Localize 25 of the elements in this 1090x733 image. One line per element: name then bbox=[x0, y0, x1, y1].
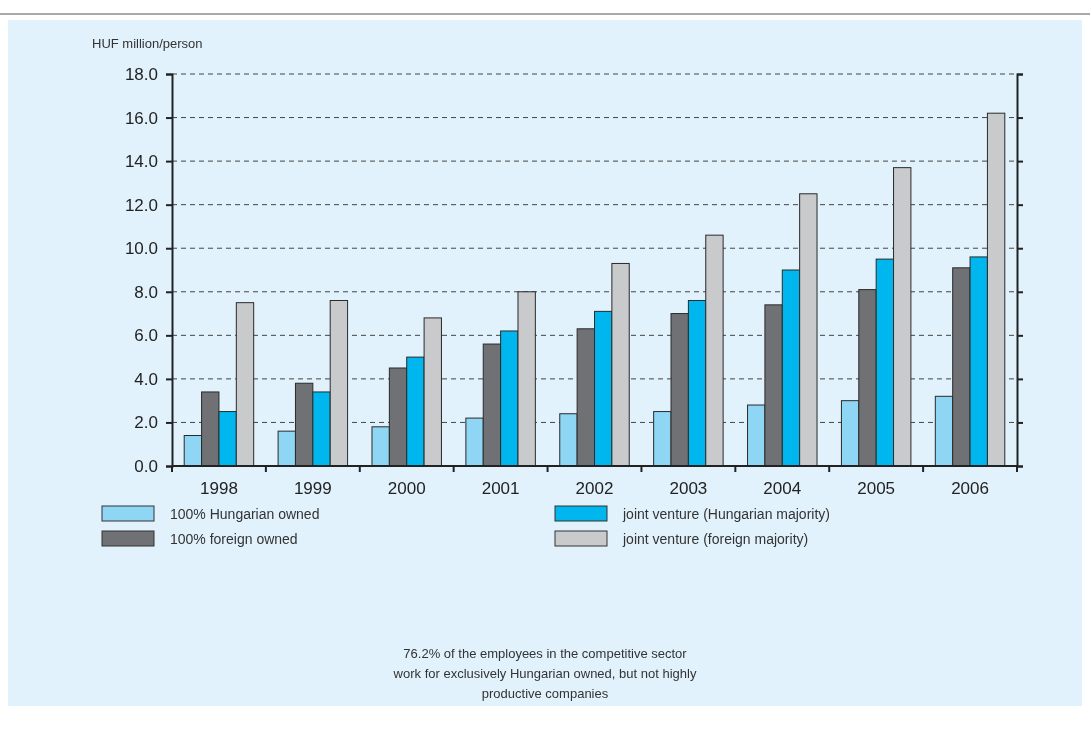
legend-label: 100% foreign owned bbox=[170, 531, 298, 547]
x-tick-label: 2002 bbox=[575, 479, 614, 498]
x-tick-label: 2004 bbox=[763, 479, 802, 498]
x-tick-label: 2001 bbox=[481, 479, 520, 498]
y-axis-title: HUF million/person bbox=[92, 36, 203, 51]
y-tick-label: 14.0 bbox=[124, 152, 158, 172]
x-tick-label: 2000 bbox=[387, 479, 426, 498]
x-tick-label: 1998 bbox=[200, 479, 238, 498]
y-tick-label: 4.0 bbox=[134, 369, 158, 389]
y-tick-label: 12.0 bbox=[124, 195, 158, 215]
y-tick-label: 8.0 bbox=[134, 282, 158, 302]
y-tick-label: 2.0 bbox=[134, 413, 158, 433]
x-tick-label: 1999 bbox=[293, 479, 332, 498]
y-tick-label: 16.0 bbox=[124, 108, 158, 128]
x-tick-label: 2005 bbox=[857, 479, 896, 498]
legend-label: joint venture (Hungarian majority) bbox=[622, 506, 830, 522]
x-tick-label: 2003 bbox=[669, 479, 708, 498]
x-tick-label: 2006 bbox=[951, 479, 989, 498]
y-tick-label: 6.0 bbox=[134, 326, 158, 346]
text: 76.2% of the employees in the competitive sector work for exclusively Hungarian owned, but not highly productive companies bbox=[392, 646, 697, 701]
legend-label: joint venture (foreign majority) bbox=[622, 531, 809, 547]
y-tick-label: 10.0 bbox=[124, 239, 158, 259]
y-tick-label: 18.0 bbox=[124, 64, 158, 84]
y-tick-label: 0.0 bbox=[134, 456, 158, 476]
legend-label: 100% Hungarian owned bbox=[170, 506, 320, 522]
